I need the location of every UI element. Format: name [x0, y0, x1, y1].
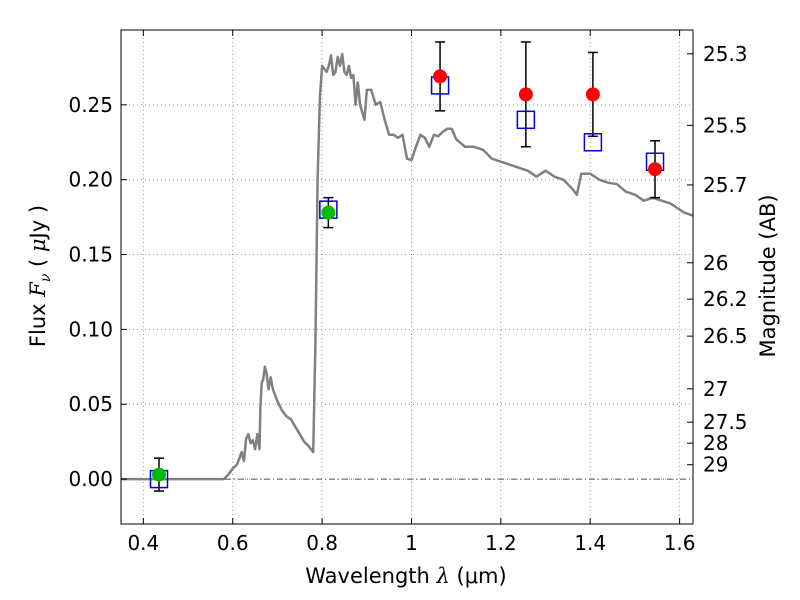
y2-tick-label: 28 — [703, 431, 728, 455]
y-tick-label: 0.20 — [68, 168, 113, 192]
x-tick-label: 1.6 — [664, 531, 696, 555]
y2-tick-label: 25.5 — [703, 113, 748, 137]
x-tick-label: 1.2 — [485, 531, 517, 555]
observed-point — [518, 87, 533, 102]
observed-point — [648, 162, 663, 177]
tick-marks — [121, 30, 693, 524]
model-photometry-square — [516, 110, 536, 130]
y2-tick-label: 29 — [703, 453, 728, 477]
x-tick-label: 0.6 — [217, 531, 249, 555]
y2-axis-label: Magnitude (AB) — [756, 194, 780, 357]
y-axis-label: Flux Fν ( μJy ) — [26, 205, 54, 347]
y-tick-label: 0.05 — [68, 392, 113, 416]
x-tick-label: 1.4 — [574, 531, 606, 555]
y-tick-label: 0.00 — [68, 467, 113, 491]
plot-frame — [120, 29, 694, 525]
y-tick-labels: 0.00 0.05 0.10 0.15 0.20 0.25 — [68, 93, 113, 491]
observed-point — [585, 87, 600, 102]
x-tick-label: 1 — [405, 531, 418, 555]
x-tick-label: 0.4 — [127, 531, 159, 555]
y2-tick-label: 25.3 — [703, 42, 748, 66]
y-tick-label: 0.15 — [68, 243, 113, 267]
errorbar-layer — [153, 41, 661, 492]
y2-tick-label: 26 — [703, 251, 728, 275]
y2-tick-label: 27 — [703, 377, 728, 401]
observed-photometry-layer — [151, 69, 663, 482]
y2-tick-label: 25.7 — [703, 173, 748, 197]
x-tick-label: 0.8 — [306, 531, 338, 555]
observed-point — [433, 69, 448, 84]
model-photometry-square — [583, 133, 603, 152]
x-axis-label: Wavelength λ (μm) — [305, 564, 506, 588]
sed-model-line — [121, 52, 694, 481]
observed-point — [151, 467, 166, 482]
y2-tick-label: 26.5 — [703, 324, 748, 348]
model-photometry-layer — [149, 76, 665, 489]
grid-lines — [121, 30, 693, 524]
y-tick-label: 0.25 — [68, 93, 113, 117]
y-tick-label: 0.10 — [68, 317, 113, 341]
sed-model-layer — [121, 52, 694, 481]
y2-tick-label: 27.5 — [703, 410, 748, 434]
y2-tick-label: 26.2 — [703, 287, 748, 311]
observed-point — [321, 205, 336, 220]
x-tick-labels: 0.4 0.6 0.8 1 1.2 1.4 1.6 — [127, 531, 695, 555]
